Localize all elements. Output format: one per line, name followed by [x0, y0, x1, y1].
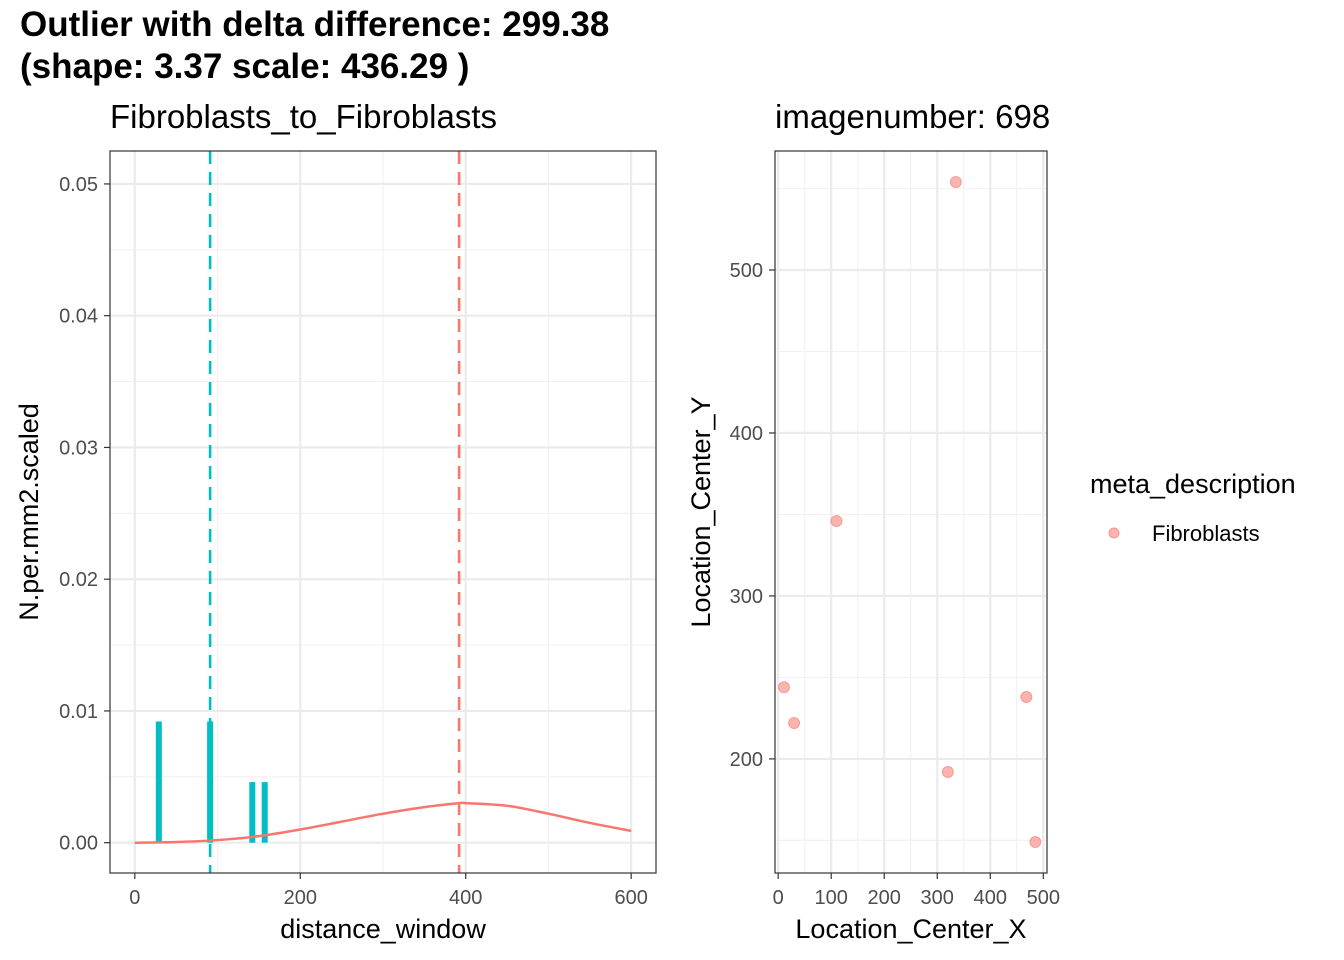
left-x-tick-label: 0	[129, 887, 140, 909]
scatter-point	[949, 175, 962, 188]
left-y-tick-label: 0.00	[59, 833, 98, 855]
left-x-tick-label: 600	[614, 887, 647, 909]
main-title: Outlier with delta difference: 299.38 (s…	[20, 4, 609, 88]
density-curve	[134, 801, 632, 844]
left-y-axis-title: N.per.mm2.scaled	[14, 403, 44, 621]
left-x-tick-label: 400	[449, 887, 482, 909]
legend-key-fibroblasts	[1108, 527, 1120, 539]
scatter-point	[830, 514, 843, 527]
left-y-tick-label: 0.01	[59, 701, 98, 723]
left-panel-title: Fibroblasts_to_Fibroblasts	[110, 98, 497, 135]
left-y-tick-label: 0.03	[59, 437, 98, 459]
left-axes: 0 200 400 600 0.00 0.01 0.02 0.03 0.04 0.05	[59, 174, 648, 909]
scatter-point	[788, 717, 801, 730]
bar-mark	[249, 782, 256, 843]
left-y-tick-label: 0.02	[59, 569, 98, 591]
left-panel: Fibroblasts_to_Fibroblasts 0 200 400 600 0.0…	[14, 98, 657, 944]
title-line-2: (shape: 3.37 scale: 436.29 )	[20, 47, 470, 86]
right-x-axis-title: Location_Center_X	[795, 914, 1026, 944]
right-panel-border	[774, 150, 1048, 874]
bar-mark	[261, 782, 268, 843]
left-y-tick-label: 0.04	[59, 306, 98, 328]
legend: meta_description Fibroblasts	[1090, 469, 1296, 546]
right-y-axis-title: Location_Center_Y	[686, 396, 716, 627]
legend-title: meta_description	[1090, 469, 1296, 499]
right-x-tick-label: 100	[815, 887, 848, 909]
left-grid	[110, 151, 656, 873]
left-marks	[134, 151, 632, 873]
scatter-point	[941, 765, 954, 778]
left-y-tick-label: 0.05	[59, 174, 98, 196]
right-y-tick-label: 400	[730, 423, 763, 445]
bar-mark	[155, 721, 162, 843]
left-x-axis-title: distance_window	[280, 914, 486, 944]
left-x-tick-label: 200	[284, 887, 317, 909]
right-y-tick-label: 300	[730, 586, 763, 608]
scatter-point	[1020, 690, 1033, 703]
right-x-tick-label: 0	[773, 887, 784, 909]
right-panel: imagenumber: 698 0 100 200 300 400 500 200 300 4…	[686, 98, 1060, 944]
right-x-tick-label: 300	[921, 887, 954, 909]
right-y-tick-label: 500	[730, 260, 763, 282]
right-marks	[778, 175, 1042, 849]
right-y-tick-label: 200	[730, 749, 763, 771]
right-panel-title: imagenumber: 698	[775, 98, 1050, 135]
right-axes: 0 100 200 300 400 500 200 300 400 500	[730, 260, 1060, 909]
right-x-tick-label: 500	[1027, 887, 1060, 909]
scatter-point	[1029, 836, 1042, 849]
right-x-tick-label: 400	[974, 887, 1007, 909]
left-panel-border	[109, 150, 657, 874]
right-grid	[775, 151, 1047, 873]
legend-label-fibroblasts: Fibroblasts	[1152, 521, 1260, 546]
scatter-point	[778, 681, 791, 694]
title-line-1: Outlier with delta difference: 299.38	[20, 5, 610, 44]
right-x-tick-label: 200	[868, 887, 901, 909]
